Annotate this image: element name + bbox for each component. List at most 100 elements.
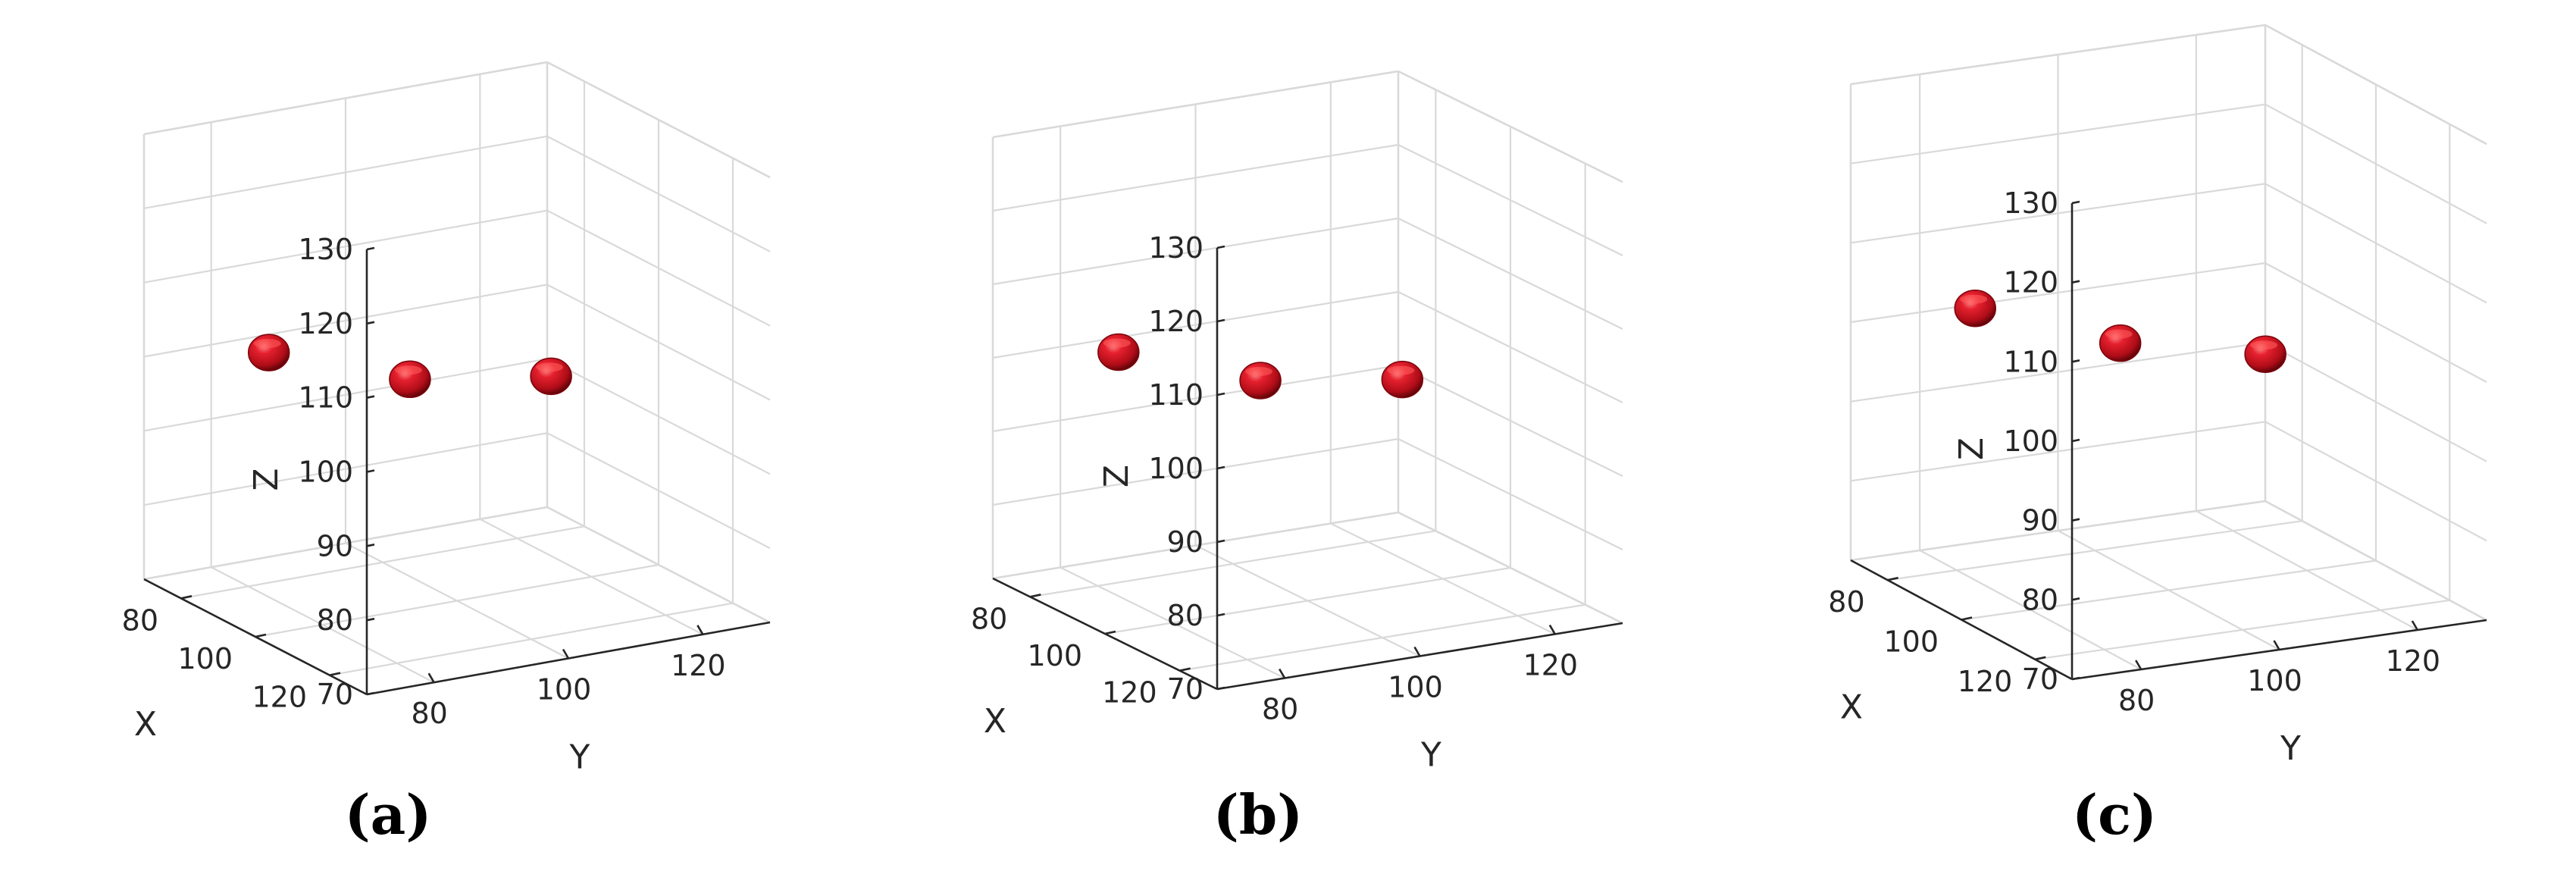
data-point <box>1954 289 1996 327</box>
box-edge <box>1850 500 2266 562</box>
box-edge <box>2265 24 2487 146</box>
z-tick-mark <box>1216 539 1225 544</box>
panel-caption: (b) <box>1213 782 1303 847</box>
y-tick-mark <box>1548 624 1556 635</box>
y-tick-mark <box>696 625 704 635</box>
y-tick-label: 80 <box>411 697 447 730</box>
z-tick-label: 120 <box>2003 266 2058 299</box>
y-tick-mark <box>1413 646 1421 657</box>
z-tick-mark <box>1216 613 1225 617</box>
grid-line <box>2265 183 2487 304</box>
grid-line <box>345 542 569 660</box>
grid-line <box>1919 550 2142 670</box>
z-tick-label: 110 <box>1148 378 1203 412</box>
grid-line <box>992 143 1399 212</box>
z-tick-label: 80 <box>317 603 353 637</box>
x-tick-label: 100 <box>1027 639 1082 672</box>
z-tick-label: 120 <box>1148 305 1203 338</box>
panel-a: 70 80 90 100 110 120 130 80 100 120 80 100 120 Z X Y (a) <box>122 61 771 847</box>
y-tick-mark <box>2135 660 2142 670</box>
y-tick-mark <box>427 672 435 683</box>
x-axis-label: X <box>134 705 157 744</box>
x-axis-label: X <box>1840 688 1863 727</box>
y-tick-mark <box>2273 640 2280 650</box>
z-tick-mark <box>1216 465 1225 470</box>
x-tick-mark <box>1179 667 1191 672</box>
box-edge <box>143 506 548 581</box>
grid-line <box>2196 510 2418 631</box>
grid-line <box>546 284 771 401</box>
x-tick-mark <box>1030 594 1041 598</box>
z-tick-mark <box>366 691 375 696</box>
grid-line <box>546 358 771 475</box>
z-tick-mark <box>366 321 375 325</box>
y-tick-mark <box>1279 668 1286 679</box>
z-tick-mark <box>366 544 375 547</box>
data-points <box>1954 289 2286 373</box>
grid-line <box>1850 103 2266 165</box>
x-tick-mark <box>329 672 341 676</box>
y-tick-label: 100 <box>2247 664 2302 697</box>
x-tick-label: 120 <box>252 681 307 714</box>
x-tick-mark <box>1104 630 1116 635</box>
grid-line <box>143 358 548 432</box>
box-edge <box>992 511 1399 580</box>
grid-line <box>2265 103 2487 224</box>
data-point <box>530 357 572 396</box>
z-tick-label: 70 <box>1167 672 1203 706</box>
box-edge <box>143 61 548 136</box>
grid-line <box>1398 438 1623 550</box>
grid-line <box>546 209 771 327</box>
z-axis-label: Z <box>1952 437 1991 460</box>
grid-line <box>992 437 1399 506</box>
z-tick-mark <box>2071 676 2080 681</box>
grid-line <box>2265 262 2487 383</box>
grid-line <box>2265 421 2487 542</box>
grid-line <box>143 432 548 506</box>
grid-line <box>546 135 771 252</box>
z-tick-label: 100 <box>2003 425 2058 458</box>
data-points <box>247 334 572 399</box>
panel-c: 70 80 90 100 110 120 130 80 100 120 80 100 120 Z X Y (c) <box>1828 24 2487 847</box>
grid-line <box>479 518 703 635</box>
z-tick-label: 100 <box>1148 452 1203 485</box>
y-tick-label: 80 <box>2118 684 2155 717</box>
grid-line <box>2057 530 2280 650</box>
grid-line <box>1850 421 2266 482</box>
grid-line <box>1398 144 1623 256</box>
panel-caption: (c) <box>2072 782 2157 847</box>
grid-line <box>1850 183 2266 244</box>
y-tick-label: 120 <box>2386 644 2441 678</box>
gridlines <box>143 61 771 684</box>
z-tick-mark <box>1216 686 1225 691</box>
tick-labels: 70 80 90 100 110 120 130 80 100 120 80 100 120 <box>971 231 1578 726</box>
grid-line <box>992 217 1399 286</box>
z-tick-mark <box>1216 318 1225 323</box>
grid-line <box>1398 218 1623 330</box>
x-tick-label: 120 <box>1102 676 1157 710</box>
y-tick-label: 100 <box>1388 671 1443 704</box>
box-edge <box>546 506 771 624</box>
y-tick-label: 120 <box>671 649 726 682</box>
data-point <box>2099 324 2142 362</box>
x-tick-label: 100 <box>177 642 233 675</box>
y-axis-label: Y <box>1420 736 1441 775</box>
z-tick-mark <box>1216 392 1225 396</box>
z-tick-label: 70 <box>317 678 353 711</box>
y-axis-label: Y <box>569 738 590 777</box>
grid-line <box>1398 291 1623 403</box>
z-tick-label: 110 <box>298 381 353 415</box>
axis-box <box>142 61 771 696</box>
grid-line <box>1060 566 1285 679</box>
y-tick-label: 100 <box>537 673 592 707</box>
z-tick-label: 90 <box>1167 525 1203 559</box>
data-point <box>1097 333 1140 371</box>
z-tick-mark <box>2071 518 2080 522</box>
data-point <box>1239 362 1282 400</box>
z-axis-label: Z <box>247 468 286 490</box>
x-tick-label: 80 <box>971 602 1007 635</box>
z-tick-mark <box>2071 597 2080 601</box>
z-tick-mark <box>366 617 375 622</box>
grid-line <box>2265 341 2487 462</box>
